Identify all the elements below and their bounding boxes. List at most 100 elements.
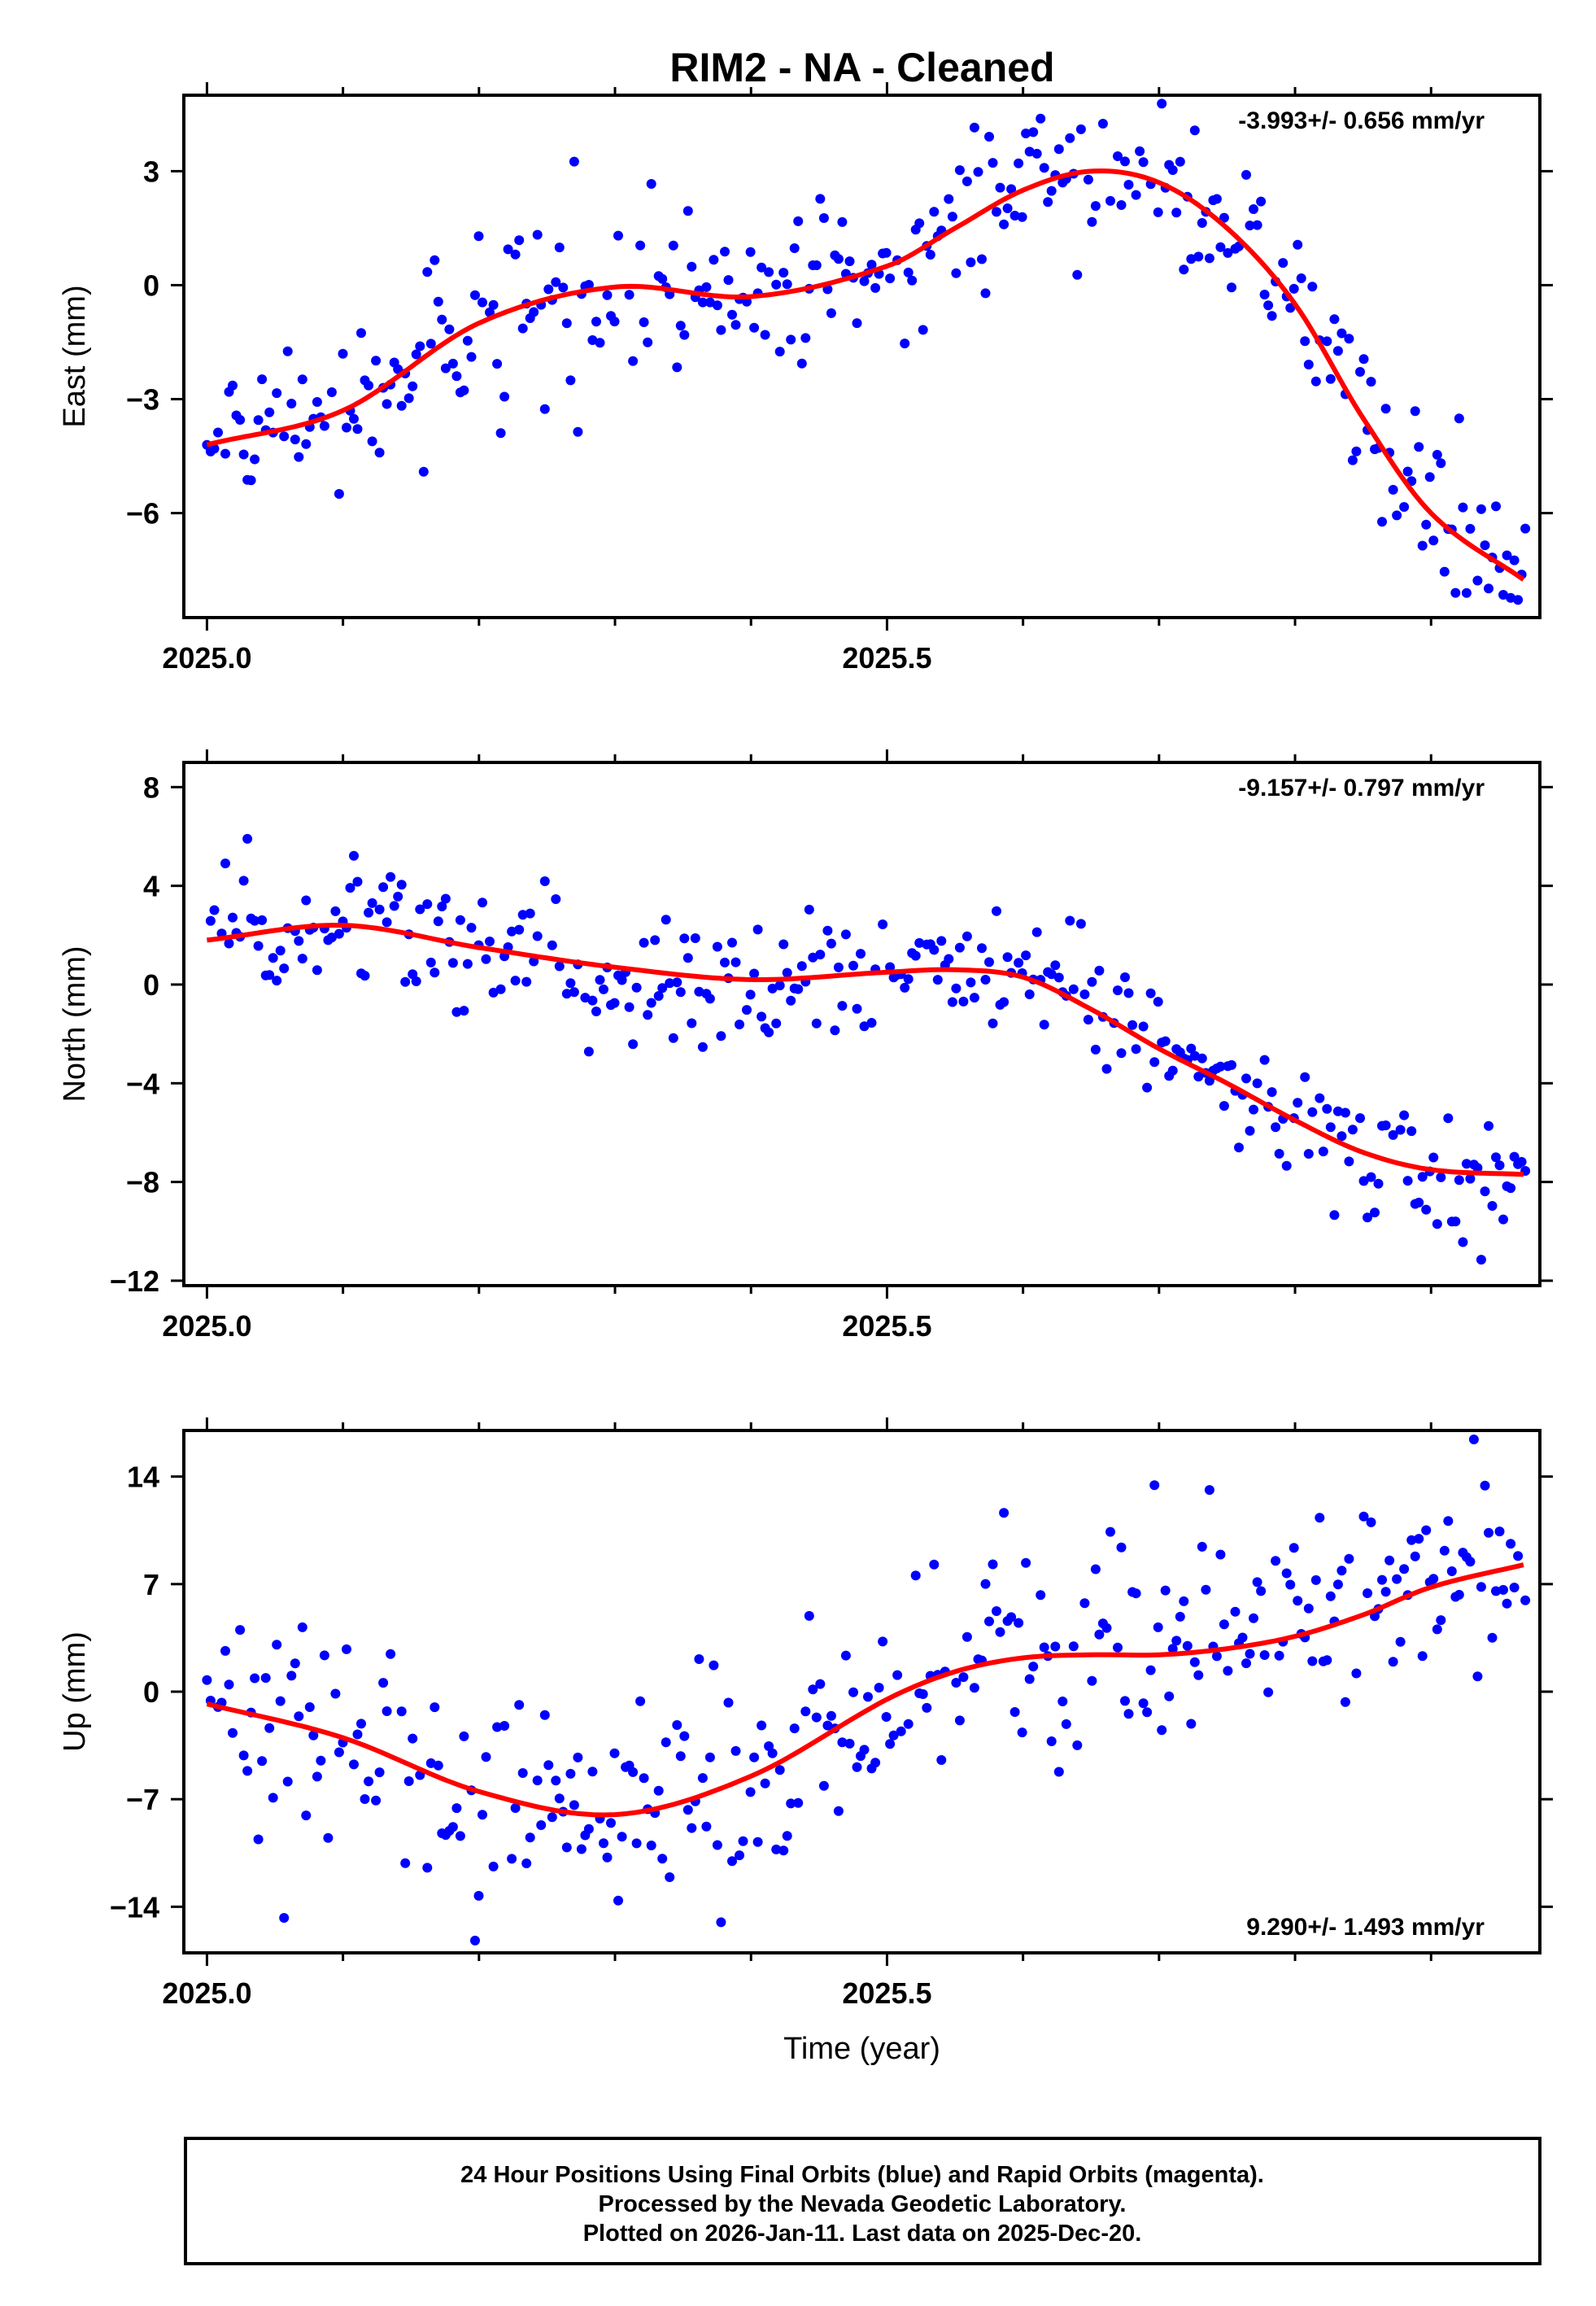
east-data-point [209,443,220,454]
north-data-point [367,898,377,908]
up-data-point [1211,1651,1222,1662]
up-data-point [1494,1526,1505,1537]
north-rate-annotation: -9.157+/- 0.797 mm/yr [1238,775,1485,801]
north-data-point [1373,1178,1384,1189]
east-data-point [499,391,510,402]
east-data-point [720,247,730,257]
east-panel: 2025.0 2025.5 3 0 −3 −6 East (mm) -3.993+/- 0.6… [58,82,1553,675]
north-y-tick-label: −4 [126,1067,159,1100]
north-data-point [752,924,763,935]
up-data-point [561,1842,572,1853]
up-data-point [1410,1551,1420,1561]
east-y-tick-label: 0 [143,269,159,302]
up-data-point [808,1684,818,1695]
up-data-point [852,1762,862,1772]
up-data-point [1245,1649,1255,1659]
east-data-point [818,213,829,223]
north-data-point [1046,969,1057,980]
north-data-point [653,991,664,1001]
east-data-point [944,194,954,204]
up-data-point [1325,1591,1336,1601]
up-data-point [1303,1603,1314,1614]
up-data-point [433,1760,443,1771]
east-data-point [624,290,634,300]
east-data-point [294,452,304,462]
north-data-point [547,940,557,950]
footer-box: 24 Hour Positions Using Final Orbits (bl… [184,2137,1541,2265]
up-data-point [304,1702,315,1712]
east-data-point [393,364,403,374]
east-data-point [833,254,844,264]
up-data-point [257,1756,268,1767]
east-data-point [796,358,807,369]
up-data-point [1123,1709,1134,1719]
north-data-point [1329,1210,1340,1221]
up-data-point [587,1767,598,1777]
north-data-point [345,883,355,893]
north-data-point [437,902,447,911]
up-data-point [679,1731,690,1741]
north-data-point [1094,965,1105,976]
up-data-point [294,1711,304,1722]
east-fit-curve [206,168,1525,582]
up-y-tick-label: −7 [126,1783,159,1816]
east-data-point [1332,346,1343,356]
east-data-point [657,273,668,284]
north-data-point [643,1010,653,1020]
north-data-point [595,975,605,985]
footer-line-1: 24 Hour Positions Using Final Orbits (bl… [460,2162,1264,2188]
east-data-point [488,299,499,310]
up-data-point [525,1832,535,1843]
north-data-point [624,1002,634,1012]
up-data-point [1105,1526,1115,1537]
up-data-point [709,1660,719,1671]
north-data-point [628,1039,639,1050]
up-data-point [514,1700,525,1710]
east-data-point [403,393,414,404]
up-data-point [253,1834,264,1845]
east-data-point [1193,251,1204,262]
east-data-point [1043,197,1053,207]
north-data-point [1472,1163,1483,1173]
up-data-point [1263,1687,1274,1697]
up-data-point [1149,1480,1160,1491]
north-data-point [209,905,220,915]
east-data-point [462,335,473,346]
east-data-point [367,436,377,447]
east-data-point [338,348,348,359]
east-data-point [1428,535,1439,546]
east-data-point [492,359,503,369]
up-data-point [282,1776,293,1787]
up-data-point [517,1768,528,1778]
east-data-point [326,387,337,397]
east-x-tick-label: 2025.5 [842,641,931,675]
east-data-point [789,243,800,253]
up-y-tick-label: 14 [127,1461,159,1494]
up-data-point [1153,1622,1163,1632]
up-data-point [1271,1556,1281,1566]
east-data-point [811,260,822,270]
north-data-point [1031,927,1042,937]
east-data-point [1075,124,1086,134]
east-data-point [1344,334,1354,344]
east-data-point [408,381,418,391]
up-data-point [1036,1590,1046,1601]
east-data-point [727,309,737,320]
up-data-point [1050,1641,1061,1652]
east-data-point [977,254,987,264]
north-data-point [529,956,539,967]
north-data-point [411,976,421,986]
east-data-point [1506,592,1516,603]
north-data-point [958,996,969,1007]
up-data-point [455,1831,465,1841]
east-data-point [1296,273,1306,283]
east-data-point [1513,595,1524,605]
east-data-point [466,352,477,362]
north-data-point [954,942,965,953]
east-data-point [451,371,462,382]
east-data-point [1414,442,1424,452]
east-data-point [918,325,928,335]
east-data-point [1131,190,1141,200]
north-data-point [679,933,690,944]
